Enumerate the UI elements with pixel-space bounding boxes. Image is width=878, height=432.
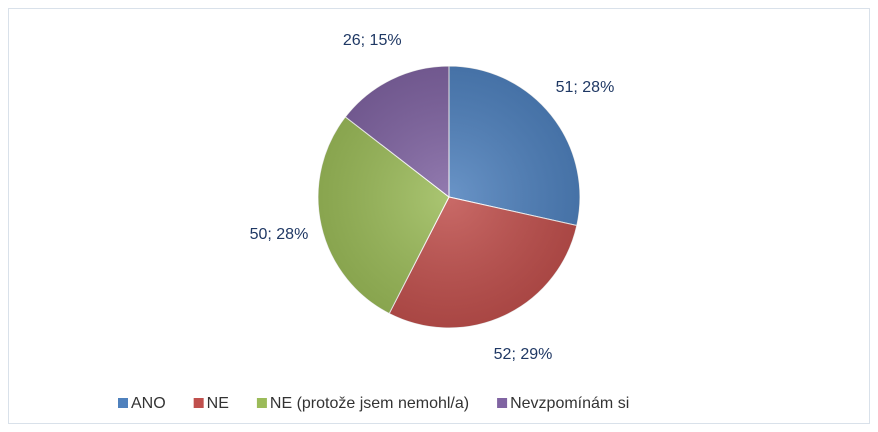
legend-swatch [256,398,267,408]
legend-label: NE (protože jsem nemohl/a) [270,395,469,412]
legend-swatch [497,398,508,408]
data-label: 52; 29% [494,346,553,363]
data-label: 51; 28% [556,79,615,96]
legend-label: NE [207,395,229,412]
legend-swatch [193,398,204,408]
data-label: 50; 28% [250,226,309,243]
data-label: 26; 15% [343,32,402,49]
legend-label: ANO [131,395,166,412]
legend-label: Nevzpomínám si [510,395,629,412]
legend: ANO NE NE (protože jsem nemohl/a) Nevzpomín… [118,395,629,412]
legend-swatch [118,398,128,408]
